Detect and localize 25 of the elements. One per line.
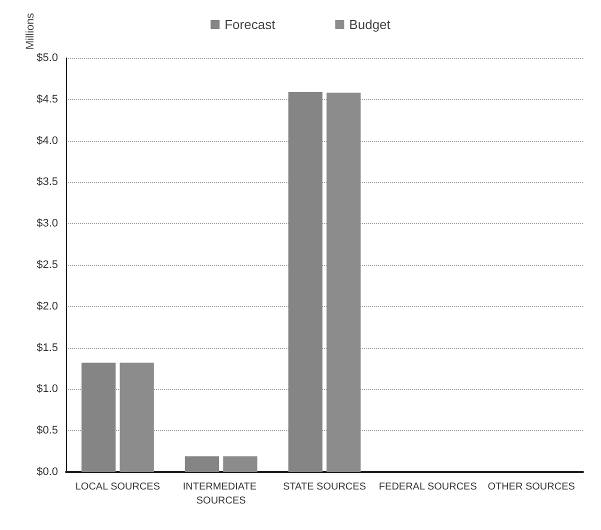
y-tick-label: $3.0 [36,218,58,230]
y-tick-label: $1.5 [36,342,58,354]
y-tick-label: $0.0 [36,466,58,478]
bar [223,456,258,472]
y-tick-label: $5.0 [36,52,58,64]
y-axis-title: Millions [24,12,36,50]
bar [184,456,220,472]
y-tick-label: $0.5 [36,424,58,437]
y-tick-label: $2.0 [36,300,58,312]
legend-label: Budget [349,17,391,32]
x-tick-label: OTHER SOURCES [488,482,576,492]
bar [326,92,361,472]
y-tick-label: $3.5 [36,176,58,188]
y-tick-label: $2.5 [36,259,58,271]
bar [82,362,116,472]
legend-label: Forecast [224,17,276,32]
y-tick-label: $4.0 [36,134,58,147]
bar [288,92,322,472]
x-tick-label: INTERMEDIATE SOURCES [182,482,260,506]
y-tick-label: $1.0 [36,383,58,396]
x-tick-label: FEDERAL SOURCES [378,482,478,492]
x-tick-label: LOCAL SOURCES [75,482,160,492]
bar [120,362,154,472]
x-tick-label: STATE SOURCES [283,482,366,492]
y-tick-label: $4.5 [36,93,58,106]
